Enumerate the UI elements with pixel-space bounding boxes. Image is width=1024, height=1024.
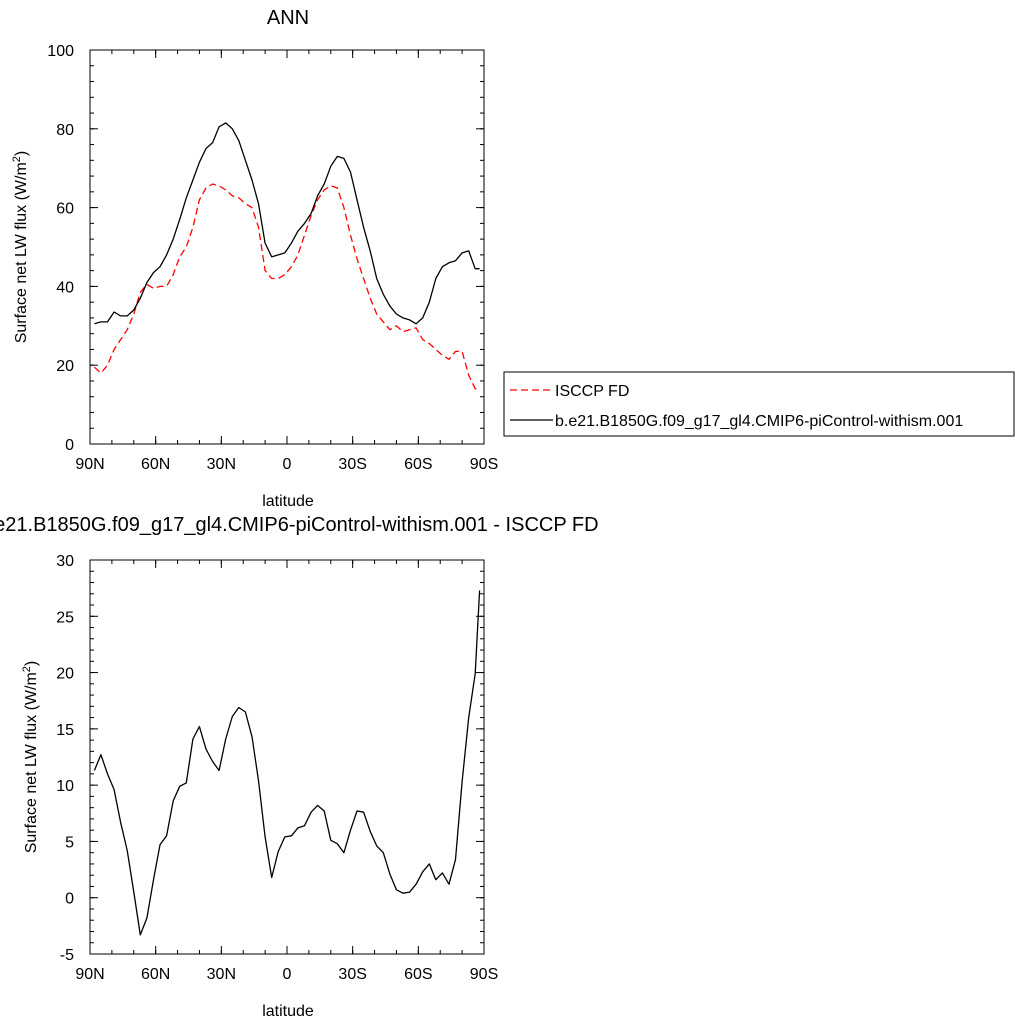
top-panel: ANN 90N 60N 30N 0 30S 60S 90S 0 20 40 60 80 100 lati… — [11, 7, 498, 510]
top-y-tick-label: 60 — [56, 201, 74, 218]
bottom-y-tick-label: 30 — [56, 553, 74, 570]
bottom-x-axis-label: latitude — [262, 1003, 314, 1020]
top-x-tick-label: 60S — [404, 456, 432, 473]
bottom-y-tick-label: 20 — [56, 666, 74, 683]
top-y-tick-label: 40 — [56, 279, 74, 296]
bottom-x-tick-label: 90N — [75, 966, 104, 983]
legend-label-isccp: ISCCP FD — [555, 383, 629, 400]
top-x-tick-label: 60N — [141, 456, 170, 473]
top-chart-title: ANN — [267, 7, 309, 29]
bottom-y-tick-label: 5 — [65, 834, 74, 851]
bottom-series-0-line — [93, 590, 481, 936]
bottom-x-tick-label: 60N — [141, 966, 170, 983]
top-series-0-line — [93, 183, 480, 390]
top-series-1-line — [94, 122, 480, 325]
top-y-axis-label: Surface net LW flux (W/m2) — [11, 151, 30, 344]
top-x-tick-label: 90N — [75, 456, 104, 473]
top-y-tick-label: 0 — [65, 437, 74, 454]
bottom-x-tick-label: 90S — [470, 966, 498, 983]
top-y-tick-label: 20 — [56, 358, 74, 375]
top-x-axis-label: latitude — [262, 493, 314, 510]
bottom-y-tick-label: 25 — [56, 609, 74, 626]
bottom-x-tick-label: 30N — [207, 966, 236, 983]
bottom-y-axis-label: Surface net LW flux (W/m2) — [21, 661, 40, 854]
bottom-x-tick-label: 30S — [338, 966, 366, 983]
bottom-y-tick-label: -5 — [60, 947, 74, 964]
bottom-y-tick-label: 15 — [56, 722, 74, 739]
bottom-x-tick-label: 60S — [404, 966, 432, 983]
top-y-tick-label: 100 — [47, 43, 74, 60]
top-plot-frame — [89, 49, 485, 445]
top-y-tick-label: 80 — [56, 122, 74, 139]
top-x-tick-label: 30N — [207, 456, 236, 473]
bottom-y-tick-label: 10 — [56, 778, 74, 795]
bottom-x-tick-label: 0 — [283, 966, 292, 983]
bottom-y-tick-label: 0 — [65, 891, 74, 908]
top-x-tick-label: 0 — [283, 456, 292, 473]
bottom-panel: b.e21.B1850G.f09_g17_gl4.CMIP6-piControl… — [0, 514, 599, 1020]
bottom-plot-frame — [89, 559, 485, 955]
legend-label-model: b.e21.B1850G.f09_g17_gl4.CMIP6-piControl… — [555, 413, 963, 430]
bottom-chart-title: b.e21.B1850G.f09_g17_gl4.CMIP6-piControl… — [0, 514, 599, 536]
top-x-tick-label: 30S — [338, 456, 366, 473]
legend: ISCCP FD b.e21.B1850G.f09_g17_gl4.CMIP6-… — [503, 371, 1015, 437]
legend-box — [503, 371, 1015, 437]
top-x-tick-label: 90S — [470, 456, 498, 473]
